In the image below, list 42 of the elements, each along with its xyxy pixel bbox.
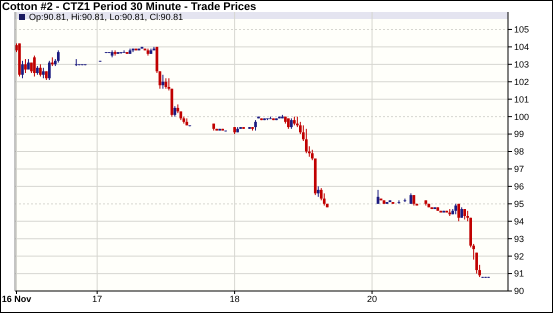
y-tick-label: 90 — [514, 286, 524, 296]
candlestick — [412, 194, 416, 206]
y-tick-label: 95 — [514, 198, 524, 209]
candlestick — [410, 192, 412, 204]
candlestick — [316, 186, 320, 198]
x-tick-label: 17 — [92, 294, 102, 304]
candlestick — [304, 128, 308, 154]
candlestick — [454, 203, 458, 215]
candlestick — [290, 118, 293, 130]
candlestick — [21, 60, 24, 79]
candlestick — [158, 70, 162, 90]
y-tick-label: 101 — [514, 94, 530, 104]
y-tick-label: 93 — [514, 234, 524, 244]
candlestick — [42, 67, 45, 79]
x-tick-label: 20 — [367, 294, 378, 304]
candlestick — [24, 58, 27, 74]
candlestick — [56, 50, 60, 64]
candlestick — [39, 64, 42, 78]
x-tick-label: 18 — [230, 294, 240, 304]
y-tick-label: 98 — [514, 146, 524, 157]
x-tick-label: 16 Nov — [2, 294, 32, 304]
y-tick-label: 104 — [514, 42, 530, 52]
y-tick-label: 105 — [514, 24, 530, 35]
y-tick-label: 99 — [514, 129, 524, 140]
candlestick — [457, 203, 460, 222]
y-tick-label: 97 — [514, 164, 524, 174]
y-tick-label: 100 — [514, 112, 530, 122]
candlestick — [254, 120, 257, 132]
candlestick — [33, 55, 36, 78]
y-tick-label: 102 — [514, 76, 530, 87]
chart-title: Cotton #2 - CTZ1 Period 30 Minute - Trade Prices — [2, 1, 256, 13]
y-tick-label: 96 — [514, 182, 524, 192]
candlestick — [460, 206, 464, 218]
annotation: Op:90.81, Hi:90.81, Lo:90.81, Cl:90.81 — [29, 12, 184, 22]
candlestick — [463, 208, 466, 220]
y-tick-label: 91 — [514, 268, 524, 279]
candlestick — [174, 106, 176, 118]
candlestick — [376, 189, 380, 204]
y-tick-label: 103 — [514, 59, 530, 70]
y-tick-label: 94 — [514, 216, 524, 226]
y-tick-label: 92 — [514, 251, 524, 262]
candlestick — [48, 60, 51, 81]
